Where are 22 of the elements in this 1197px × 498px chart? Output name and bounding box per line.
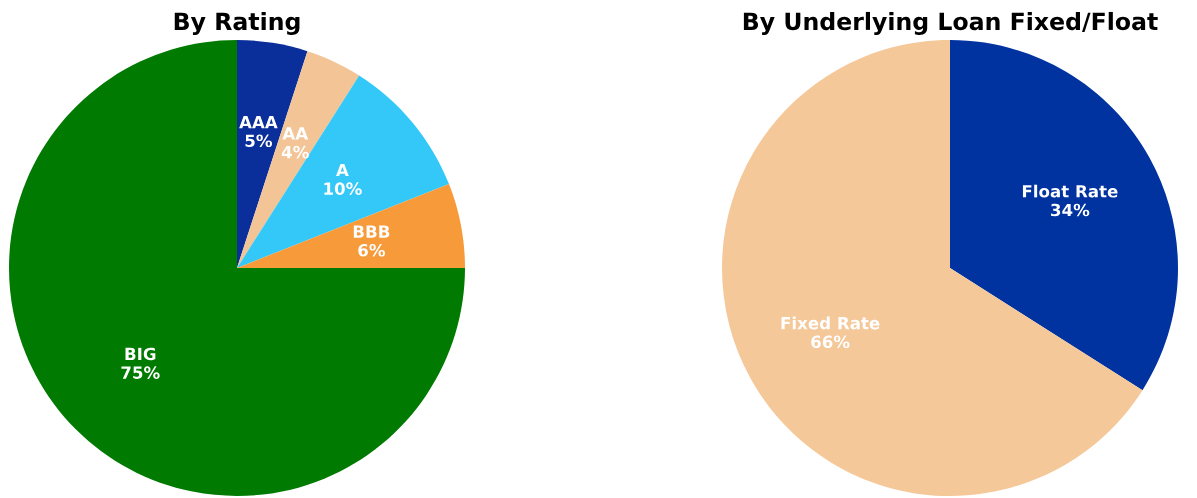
slice-label: BBB (353, 225, 390, 238)
pie-slice (722, 40, 1143, 496)
data-label: 75% (121, 366, 160, 379)
slice-label: AA (282, 127, 309, 140)
data-label: 66% (811, 335, 850, 349)
slice-label: AAA (239, 116, 278, 129)
slice-label: Float Rate (1022, 184, 1118, 198)
data-label: 4% (281, 145, 309, 159)
slice-label: BIG (125, 347, 156, 361)
slice-label: A (336, 163, 349, 177)
data-label: 5% (245, 134, 273, 148)
data-label: 6% (358, 243, 385, 257)
pie-slice (950, 40, 1178, 391)
slice-label: Fixed Rate (781, 316, 880, 330)
pie-slice (237, 75, 449, 268)
data-label: 34% (1051, 203, 1090, 217)
pie-slice (9, 40, 465, 496)
data-label: 10% (324, 182, 362, 195)
chart-title: By Rating (174, 11, 300, 35)
chart-title: By Underlying Loan Fixed/Float (743, 11, 1158, 35)
pie-slice (237, 184, 465, 268)
pie-slice (237, 40, 308, 268)
